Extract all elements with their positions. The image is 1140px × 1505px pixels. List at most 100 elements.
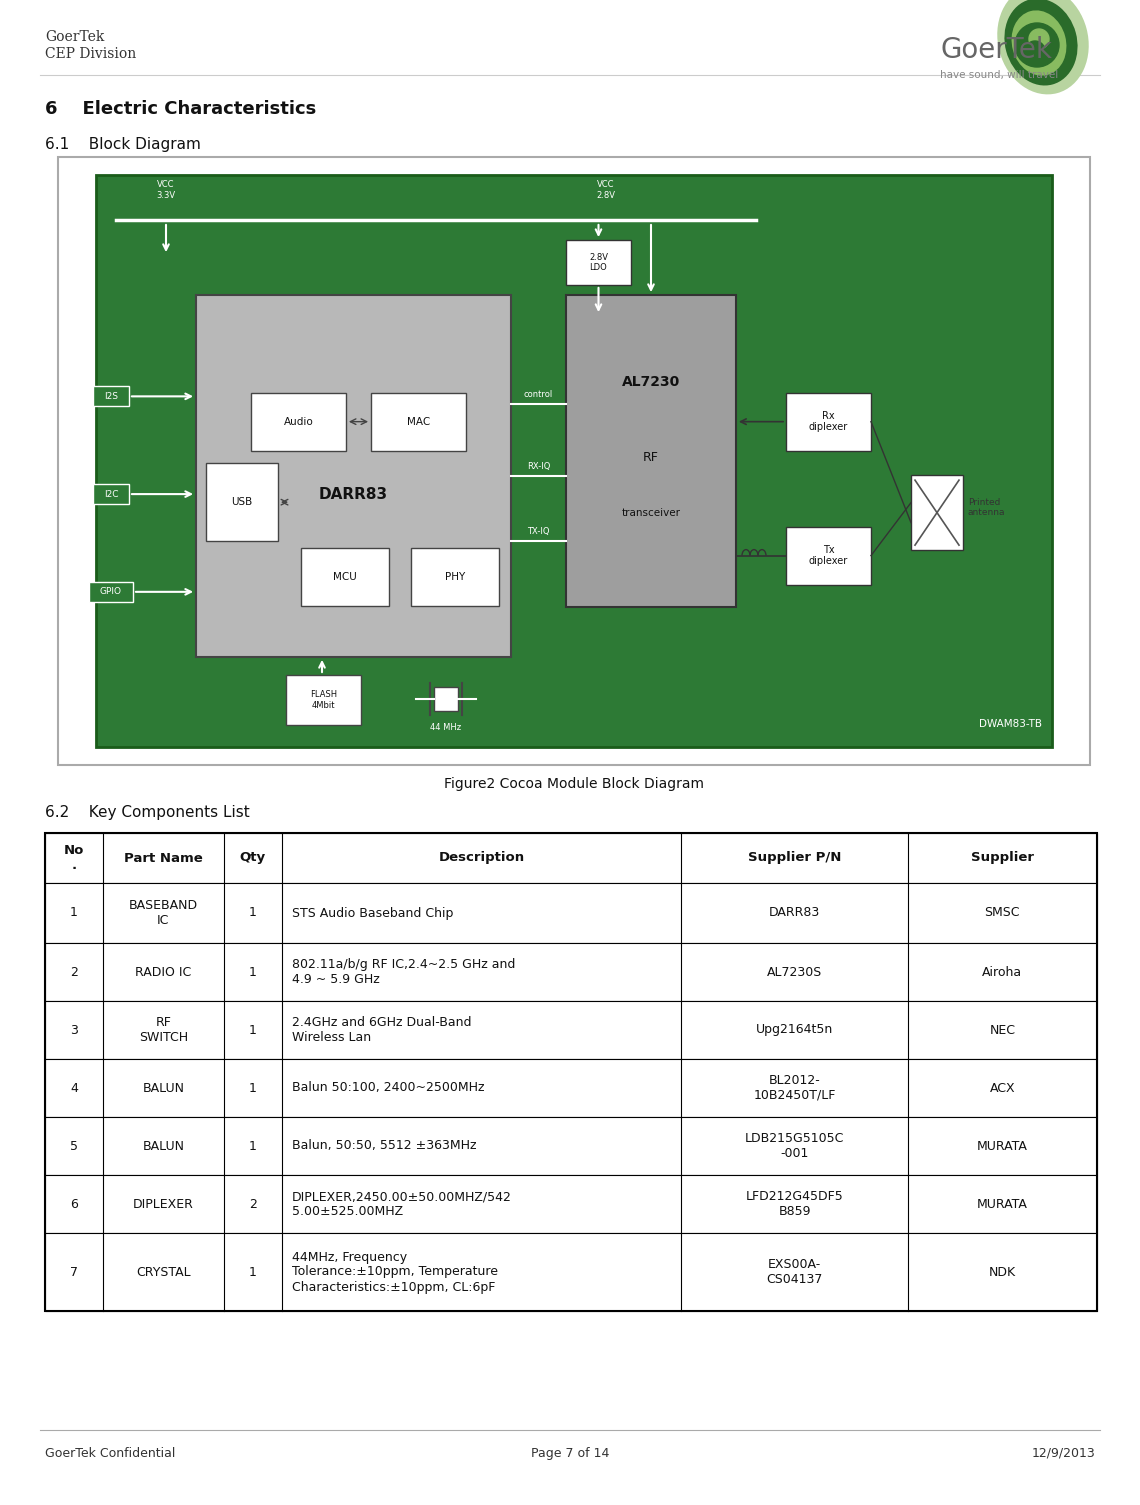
FancyBboxPatch shape [89,582,133,602]
Text: 44MHz, Frequency
Tolerance:±10ppm, Temperature
Characteristics:±10ppm, CL:6pF: 44MHz, Frequency Tolerance:±10ppm, Tempe… [292,1251,498,1293]
Bar [96,175,1052,746]
Text: Description: Description [439,852,524,864]
Text: LFD212G45DF5
B859: LFD212G45DF5 B859 [746,1190,844,1218]
Text: AL7230: AL7230 [622,375,681,390]
Circle shape [1029,29,1049,50]
Text: 7: 7 [70,1266,78,1279]
Text: I2S: I2S [104,391,119,400]
Text: NEC: NEC [990,1023,1016,1037]
Bar [44,1175,1097,1233]
Bar [911,476,963,551]
Text: 802.11a/b/g RF IC,2.4~2.5 GHz and
4.9 ~ 5.9 GHz: 802.11a/b/g RF IC,2.4~2.5 GHz and 4.9 ~ … [292,959,515,986]
Text: VCC: VCC [597,181,614,190]
Text: 4: 4 [70,1082,78,1094]
Text: RF
SWITCH: RF SWITCH [139,1016,188,1044]
Text: 2.8V: 2.8V [596,191,616,200]
Text: Supplier P/N: Supplier P/N [748,852,841,864]
Text: Rx
diplexer: Rx diplexer [809,411,848,432]
Bar [370,393,466,450]
Bar [196,295,511,658]
Text: 1: 1 [249,906,256,920]
Text: MCU: MCU [333,572,357,582]
Text: 3.3V: 3.3V [156,191,176,200]
Bar [785,393,871,450]
Text: Supplier: Supplier [971,852,1034,864]
Text: PHY: PHY [445,572,465,582]
Text: 1: 1 [249,1023,256,1037]
Text: RF: RF [643,450,659,464]
Text: CEP Division: CEP Division [44,47,137,62]
Text: AL7230S: AL7230S [767,966,822,978]
Text: Airoha: Airoha [983,966,1023,978]
Bar [286,676,361,725]
Bar [44,1233,1097,1311]
Text: CRYSTAL: CRYSTAL [136,1266,190,1279]
Text: Figure2 Cocoa Module Block Diagram: Figure2 Cocoa Module Block Diagram [443,777,705,792]
Ellipse shape [1004,0,1077,86]
Text: 2.8V
LDO: 2.8V LDO [589,253,608,272]
Text: 1: 1 [249,1082,256,1094]
Text: 6    Electric Characteristics: 6 Electric Characteristics [44,99,316,117]
Text: 2: 2 [249,1198,256,1210]
Text: 5: 5 [70,1139,78,1153]
Text: Page 7 of 14: Page 7 of 14 [531,1446,609,1460]
Text: GPIO: GPIO [100,587,122,596]
Bar [58,157,1090,765]
Text: have sound, will travel: have sound, will travel [940,71,1058,80]
Text: 2.4GHz and 6GHz Dual-Band
Wireless Lan: 2.4GHz and 6GHz Dual-Band Wireless Lan [292,1016,471,1044]
Text: MURATA: MURATA [977,1198,1028,1210]
Bar [251,393,347,450]
Text: VCC: VCC [157,181,174,190]
Text: MAC: MAC [407,417,430,426]
Text: BL2012-
10B2450T/LF: BL2012- 10B2450T/LF [754,1075,836,1102]
Text: BASEBAND
IC: BASEBAND IC [129,898,198,927]
Ellipse shape [1011,11,1066,75]
Text: NDK: NDK [988,1266,1016,1279]
Circle shape [1025,41,1045,62]
Bar [44,832,1097,1311]
Text: LDB215G5105C
-001: LDB215G5105C -001 [744,1132,845,1160]
Text: 2: 2 [70,966,78,978]
Bar [44,1060,1097,1117]
Text: Qty: Qty [239,852,266,864]
Text: TX-IQ: TX-IQ [527,527,549,536]
Bar [565,239,632,284]
Bar [206,464,278,542]
FancyBboxPatch shape [93,485,129,504]
Text: BALUN: BALUN [142,1082,185,1094]
Text: I2C: I2C [104,489,119,498]
Text: 6.2    Key Components List: 6.2 Key Components List [44,805,250,820]
Text: Part Name: Part Name [124,852,203,864]
Bar [44,1117,1097,1175]
Text: GoerTek Confidential: GoerTek Confidential [44,1446,176,1460]
Text: No
.: No . [64,844,84,871]
Text: MURATA: MURATA [977,1139,1028,1153]
Bar [785,527,871,584]
Text: Upg2164t5n: Upg2164t5n [756,1023,833,1037]
FancyBboxPatch shape [93,387,129,406]
Text: 6: 6 [70,1198,78,1210]
Text: RADIO IC: RADIO IC [136,966,192,978]
Bar [434,686,458,710]
Bar [565,295,736,607]
Text: BALUN: BALUN [142,1139,185,1153]
Circle shape [1015,23,1059,68]
Text: 6.1    Block Diagram: 6.1 Block Diagram [44,137,201,152]
Text: DWAM83-TB: DWAM83-TB [979,719,1042,728]
Text: USB: USB [231,497,253,507]
Text: GoerTek: GoerTek [940,36,1052,65]
Text: RX-IQ: RX-IQ [527,462,551,471]
Bar [301,548,389,607]
Text: DIPLEXER,2450.00±50.00MHZ/542
5.00±525.00MHZ: DIPLEXER,2450.00±50.00MHZ/542 5.00±525.0… [292,1190,512,1218]
Text: Balun 50:100, 2400~2500MHz: Balun 50:100, 2400~2500MHz [292,1082,484,1094]
Text: Balun, 50:50, 5512 ±363MHz: Balun, 50:50, 5512 ±363MHz [292,1139,477,1153]
Text: 12/9/2013: 12/9/2013 [1032,1446,1096,1460]
Text: 1: 1 [70,906,78,920]
Text: DARR83: DARR83 [768,906,820,920]
Text: control: control [524,390,553,399]
Ellipse shape [998,0,1089,95]
Text: 3: 3 [70,1023,78,1037]
Text: Tx
diplexer: Tx diplexer [809,545,848,566]
Bar [44,944,1097,1001]
Text: FLASH
4Mbit: FLASH 4Mbit [310,691,337,710]
